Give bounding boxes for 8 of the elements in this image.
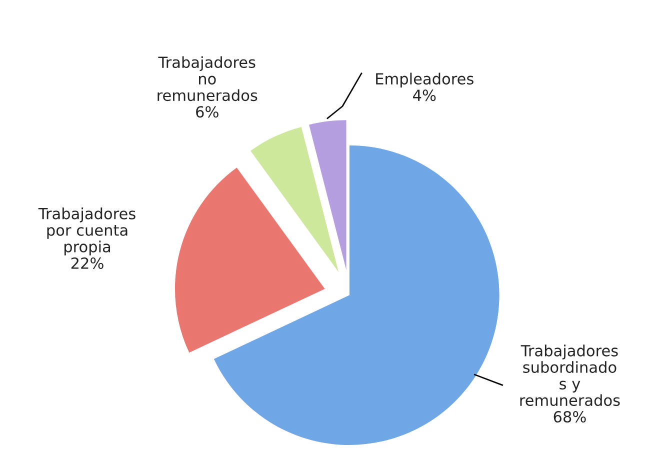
data-label: 6% — [196, 106, 218, 118]
slice-label: Trabajadores no remunerados — [158, 56, 258, 102]
data-label: 68% — [554, 411, 586, 423]
slice-label: Trabajadores subordinado s y remunerados — [520, 344, 620, 406]
data-label: 4% — [413, 90, 436, 102]
data-label: 22% — [71, 257, 104, 269]
slice-label: Trabajadores por cuenta propia — [38, 208, 136, 256]
slice-label: Empleadores — [376, 72, 474, 88]
